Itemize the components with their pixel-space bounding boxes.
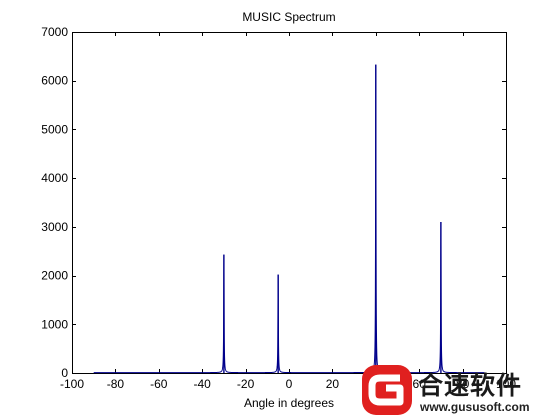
watermark-name: 合速软件	[418, 371, 523, 400]
x-tick-label: 80	[456, 377, 470, 391]
x-axis-label: Angle in degrees	[244, 396, 334, 410]
x-tick-label: 0	[286, 377, 293, 391]
y-tick-label: 4000	[41, 171, 68, 185]
y-tick-label: 3000	[41, 220, 68, 234]
y-tick-label: 5000	[41, 122, 68, 136]
y-tick-label: 1000	[41, 317, 68, 331]
y-tick-label: 6000	[41, 74, 68, 88]
x-tick-label: -100	[60, 377, 84, 391]
g-logo-icon	[362, 365, 412, 415]
x-tick-label: 60	[413, 377, 427, 391]
spectrum-series	[93, 64, 485, 374]
x-tick-label: 20	[326, 377, 340, 391]
x-tick-label: -80	[107, 377, 125, 391]
watermark: 合速软件 www.gususoft.com	[356, 360, 560, 420]
watermark-url: www.gususoft.com	[420, 400, 530, 414]
x-tick-label: -40	[194, 377, 212, 391]
plot-area	[72, 32, 507, 374]
y-tick-label: 2000	[41, 269, 68, 283]
x-tick-label: -20	[237, 377, 255, 391]
y-tick-label: 0	[61, 366, 68, 380]
x-tick-label: -60	[150, 377, 168, 391]
spectrum-line	[93, 64, 485, 374]
chart-title: MUSIC Spectrum	[242, 10, 335, 24]
x-tick-label: 100	[496, 377, 516, 391]
y-tick-label: 7000	[41, 25, 68, 39]
